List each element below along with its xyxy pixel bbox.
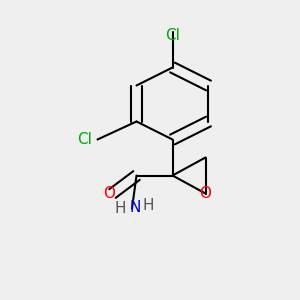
Text: H: H — [143, 198, 154, 213]
Text: Cl: Cl — [77, 132, 92, 147]
Text: Cl: Cl — [165, 28, 180, 44]
Text: H: H — [115, 201, 126, 216]
Text: N: N — [129, 200, 141, 214]
Text: O: O — [200, 186, 211, 201]
Text: O: O — [103, 186, 116, 201]
